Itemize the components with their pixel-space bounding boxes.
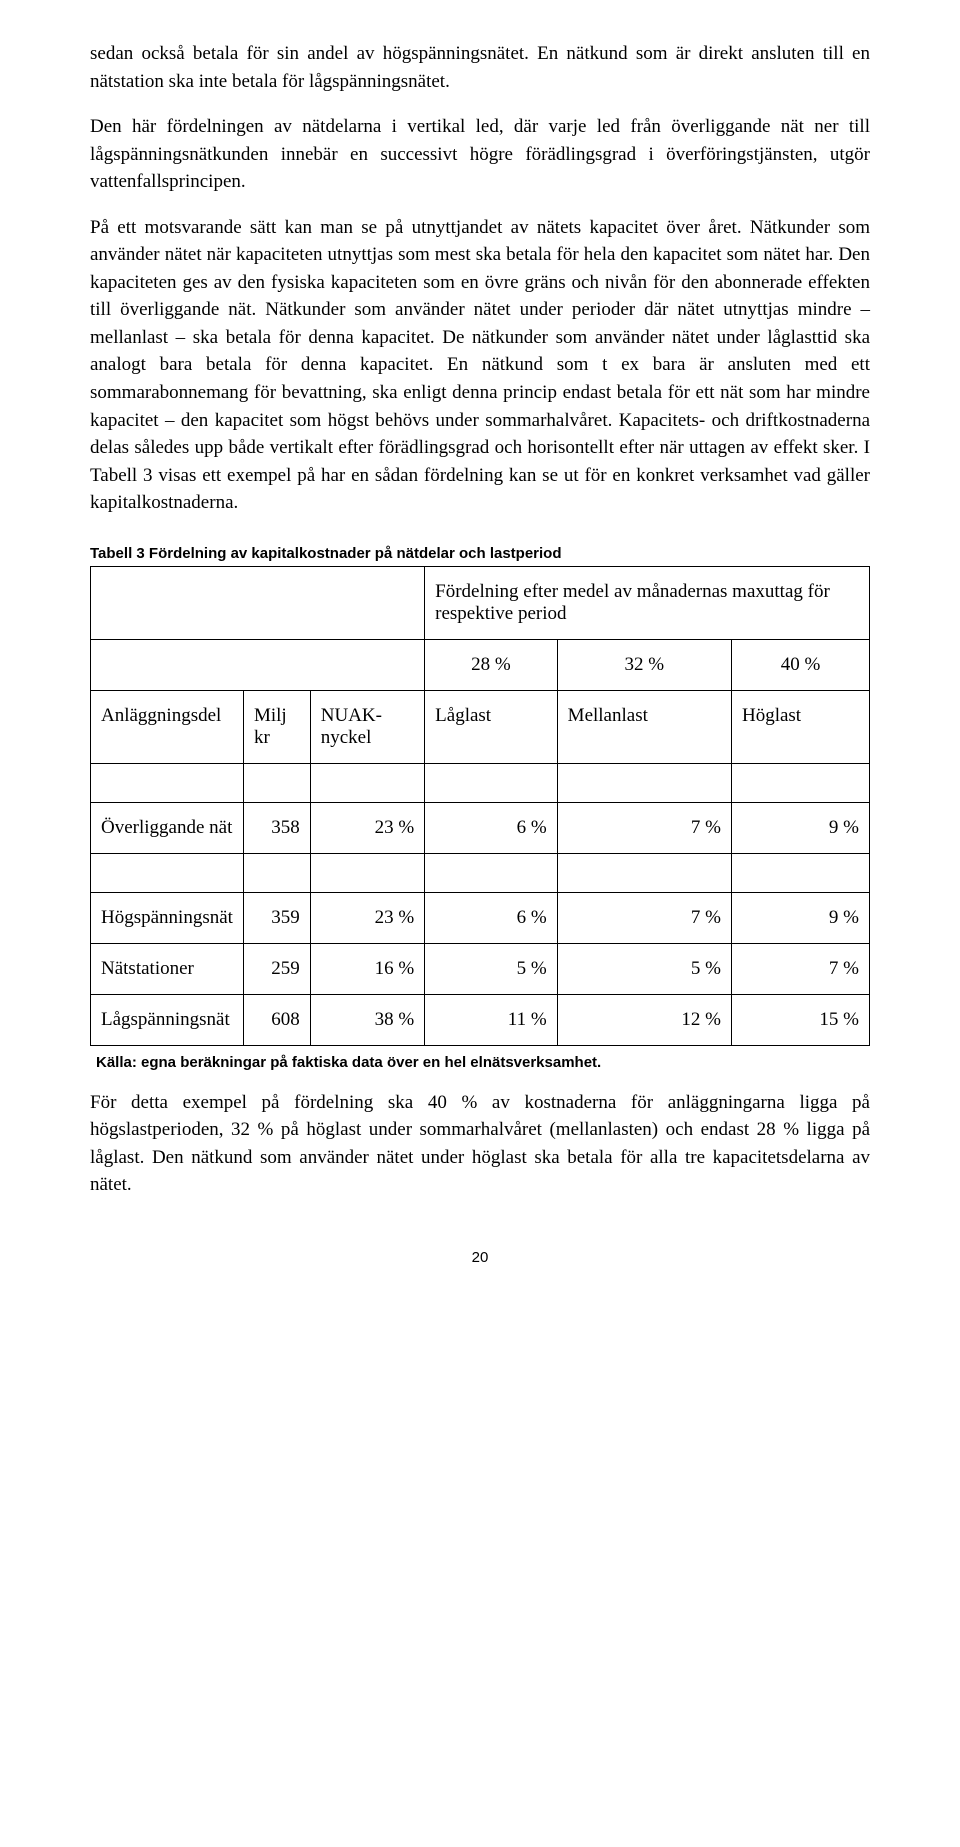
page: sedan också betala för sin andel av högs…: [0, 0, 960, 1326]
row-hog: 9 %: [731, 892, 869, 943]
col-header-nuak: NUAK-nyckel: [310, 690, 424, 763]
row-label: Högspänningsnät: [91, 892, 244, 943]
row-milj: 359: [243, 892, 310, 943]
row-milj: 259: [243, 943, 310, 994]
row-mellan: 7 %: [557, 892, 731, 943]
table-caption: Tabell 3 Fördelning av kapitalkostnader …: [90, 545, 870, 562]
col-header-lag: Låglast: [425, 690, 558, 763]
paragraph-2: Den här fördelningen av nätdelarna i ver…: [90, 113, 870, 196]
row-mellan: 12 %: [557, 994, 731, 1045]
row-mellan: 7 %: [557, 802, 731, 853]
paragraph-3: På ett motsvarande sätt kan man se på ut…: [90, 214, 870, 517]
table-header-row-group: Fördelning efter medel av månadernas max…: [91, 566, 870, 639]
table-row: Högspänningsnät 359 23 % 6 % 7 % 9 %: [91, 892, 870, 943]
row-milj: 608: [243, 994, 310, 1045]
page-number: 20: [90, 1249, 870, 1266]
percent-header-1: 28 %: [425, 639, 558, 690]
paragraph-1: sedan också betala för sin andel av högs…: [90, 40, 870, 95]
row-hog: 7 %: [731, 943, 869, 994]
row-label: Överliggande nät: [91, 802, 244, 853]
row-milj: 358: [243, 802, 310, 853]
col-header-mellan: Mellanlast: [557, 690, 731, 763]
row-hog: 9 %: [731, 802, 869, 853]
table-row: Nätstationer 259 16 % 5 % 5 % 7 %: [91, 943, 870, 994]
row-lag: 6 %: [425, 892, 558, 943]
percent-header-2: 32 %: [557, 639, 731, 690]
table-spacer: [91, 763, 870, 802]
table-row: Lågspänningsnät 608 38 % 11 % 12 % 15 %: [91, 994, 870, 1045]
col-header-anl: Anläggningsdel: [91, 690, 244, 763]
table-header-row-columns: Anläggningsdel Milj kr NUAK-nyckel Lågla…: [91, 690, 870, 763]
row-nuak: 23 %: [310, 802, 424, 853]
cost-distribution-table: Fördelning efter medel av månadernas max…: [90, 566, 870, 1046]
row-lag: 11 %: [425, 994, 558, 1045]
table-spacer: [91, 853, 870, 892]
row-mellan: 5 %: [557, 943, 731, 994]
percent-header-3: 40 %: [731, 639, 869, 690]
row-nuak: 38 %: [310, 994, 424, 1045]
col-header-milj: Milj kr: [243, 690, 310, 763]
row-hog: 15 %: [731, 994, 869, 1045]
paragraph-4: För detta exempel på fördelning ska 40 %…: [90, 1089, 870, 1199]
col-header-hog: Höglast: [731, 690, 869, 763]
row-lag: 6 %: [425, 802, 558, 853]
table-source: Källa: egna beräkningar på faktiska data…: [96, 1054, 870, 1071]
row-nuak: 23 %: [310, 892, 424, 943]
row-label: Lågspänningsnät: [91, 994, 244, 1045]
table-row: Överliggande nät 358 23 % 6 % 7 % 9 %: [91, 802, 870, 853]
row-label: Nätstationer: [91, 943, 244, 994]
table-header-row-percents: 28 % 32 % 40 %: [91, 639, 870, 690]
group-header-cell: Fördelning efter medel av månadernas max…: [425, 566, 870, 639]
row-nuak: 16 %: [310, 943, 424, 994]
row-lag: 5 %: [425, 943, 558, 994]
